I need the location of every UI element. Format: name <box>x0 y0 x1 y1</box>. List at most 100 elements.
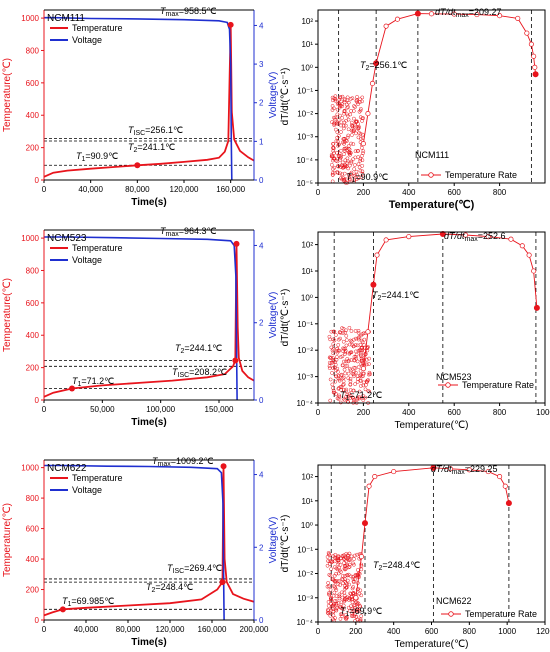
rate-point <box>351 591 356 595</box>
rate-point <box>331 342 336 346</box>
rate-point <box>346 565 351 570</box>
rate-point <box>334 603 338 608</box>
x-tick-label: 1000 <box>536 408 550 417</box>
rate-point <box>328 356 333 360</box>
annotation-label: T2=248.4℃ <box>373 560 420 572</box>
tv-chart-ncm111: 0 40,000 80,000 120,000 160,000 0 200 400 600 800… <box>2 9 279 208</box>
rate-point <box>357 165 362 170</box>
rate-point <box>341 382 346 387</box>
rate-point <box>349 350 354 355</box>
rate-point <box>331 142 335 146</box>
material-label: NCM111 <box>47 13 85 24</box>
rate-point <box>338 604 342 609</box>
y-tick-label: 10⁻² <box>297 110 313 119</box>
rate-point <box>341 387 346 392</box>
y-tick-label-left: 600 <box>26 299 40 308</box>
legend-temperature-label: Temperature <box>72 23 123 33</box>
rate-point <box>349 109 353 113</box>
rate-point <box>342 566 347 571</box>
rate-point <box>361 396 365 400</box>
rate-point <box>336 560 341 565</box>
rate-point <box>347 163 352 168</box>
rate-point <box>355 95 359 99</box>
rate-chart-2: 0 200 400 600 800 1000 10⁻⁴ 10⁻³ 10⁻² 10⁻¹ 10⁰ 10¹ 1… <box>280 230 550 431</box>
y-tick-label-left: 200 <box>26 364 40 373</box>
rate-point <box>344 102 349 107</box>
rate-point <box>353 354 358 359</box>
rate-point <box>346 100 351 105</box>
rate-point <box>328 587 333 592</box>
rate-point <box>345 364 350 368</box>
y-tick-label-left: 600 <box>26 525 40 534</box>
rate-point <box>326 604 331 608</box>
rate-point <box>352 178 357 182</box>
rate-point <box>360 358 365 363</box>
rate-point <box>357 109 362 114</box>
rate-point <box>350 133 354 137</box>
legend-rate-label: Temperature Rate <box>462 380 534 390</box>
rate-point <box>332 573 337 578</box>
rate-point <box>355 149 360 153</box>
rate-point <box>451 11 457 17</box>
rate-point <box>327 364 332 368</box>
rate-point <box>338 154 343 158</box>
rate-point <box>348 150 353 155</box>
rate-point <box>531 268 537 274</box>
rate-point <box>354 352 359 357</box>
y-tick-label: 10⁻² <box>297 346 313 355</box>
rate-point <box>340 140 345 145</box>
annotation-label: dT/dtmax=209.27 <box>435 7 502 19</box>
x-tick-label: 600 <box>448 408 462 417</box>
rate-point <box>345 392 350 397</box>
rate-point <box>369 80 376 87</box>
rate-point <box>334 594 339 598</box>
rate-point <box>334 599 339 604</box>
rate-point <box>354 131 358 136</box>
x-tick-label: 400 <box>402 408 416 417</box>
rate-point <box>342 141 346 146</box>
rate-point <box>326 559 330 563</box>
rate-point <box>340 354 345 359</box>
rate-point <box>354 172 359 177</box>
rate-point <box>342 359 346 364</box>
rate-point <box>335 130 340 135</box>
rate-point <box>338 95 342 100</box>
rate-point <box>355 119 359 124</box>
rate-point <box>347 175 352 179</box>
rate-point <box>358 97 363 102</box>
rate-point <box>352 603 356 608</box>
rate-point <box>345 156 350 161</box>
y-axis-label-right: Voltage(V) <box>268 292 279 339</box>
rate-point <box>332 578 336 583</box>
rate-point <box>366 483 372 489</box>
rate-point <box>329 597 333 602</box>
rate-point <box>333 97 338 102</box>
y-tick-label-left: 800 <box>26 494 40 503</box>
y-tick-label: 10¹ <box>301 40 313 49</box>
y-tick-label: 10⁻¹ <box>297 86 313 95</box>
rate-point <box>497 474 503 480</box>
rate-point <box>532 64 538 70</box>
rate-point <box>349 574 354 579</box>
rate-point <box>337 97 342 102</box>
x-tick-label: 400 <box>387 627 401 636</box>
x-tick-label: 1000 <box>498 627 516 636</box>
rate-point <box>357 395 362 399</box>
rate-point <box>354 120 359 124</box>
rate-point <box>330 382 335 387</box>
rate-point <box>350 613 355 618</box>
rate-scatter-cloud <box>327 325 372 405</box>
rate-point <box>345 357 350 361</box>
rate-point <box>352 116 356 121</box>
rate-point <box>340 172 344 177</box>
rate-point <box>349 170 354 175</box>
rate-line <box>355 467 510 598</box>
plot-frame <box>317 9 546 184</box>
data-point <box>59 606 66 613</box>
data-point <box>134 162 141 169</box>
x-tick-label: 0 <box>42 625 47 634</box>
rate-point <box>335 170 340 174</box>
rate-point <box>329 154 334 159</box>
rate-point <box>352 580 356 585</box>
x-tick-label: 800 <box>493 408 507 417</box>
